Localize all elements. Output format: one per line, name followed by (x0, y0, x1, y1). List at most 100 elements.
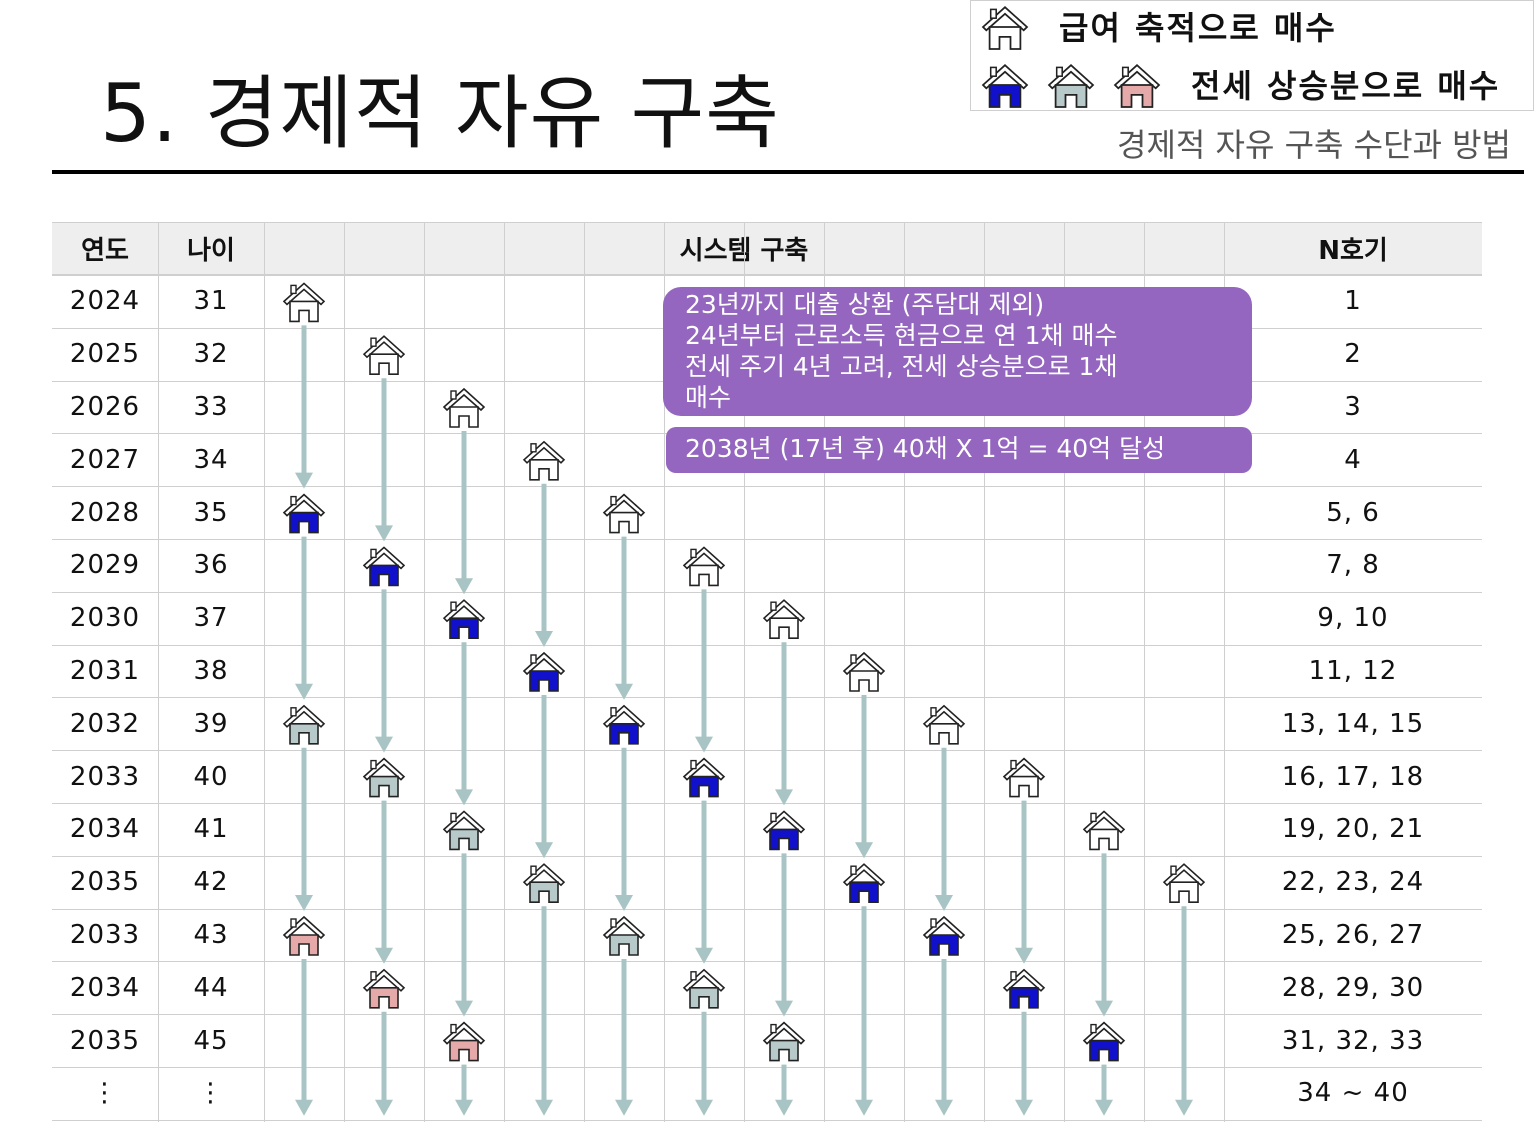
timeline-arrowhead (855, 842, 873, 859)
house-blue-icon (1082, 1021, 1126, 1062)
note-goal: 2038년 (17년 후) 40채 X 1억 = 40억 달성 (666, 427, 1252, 473)
table-cell-year: 2032 (69, 708, 141, 739)
timeline-arrowhead (295, 472, 313, 489)
note-goal-text: 2038년 (17년 후) 40채 X 1억 = 40억 달성 (685, 434, 1166, 463)
table-cell-year: 2029 (69, 550, 141, 581)
house-pink-icon (1113, 64, 1161, 108)
timeline-arrowhead (1015, 947, 1033, 964)
house-blue-icon (522, 651, 566, 692)
house-outline-icon (981, 6, 1029, 50)
house-outline-icon (1002, 757, 1046, 798)
table-cell-n: 16, 17, 18 (1281, 761, 1425, 792)
table-cell-n: 7, 8 (1326, 550, 1380, 581)
house-blue-icon (602, 704, 646, 745)
timeline-arrowhead (375, 525, 393, 542)
grid-vline (584, 222, 585, 1122)
table-cell-age: 33 (193, 391, 229, 422)
house-blue-icon (981, 64, 1029, 108)
table-cell-n: 2 (1344, 339, 1362, 370)
grid-vline (344, 222, 345, 1122)
house-outline-icon (602, 493, 646, 534)
table-cell-n: 25, 26, 27 (1281, 919, 1425, 950)
table-cell-year: 2035 (69, 867, 141, 898)
timeline-arrowhead (535, 1099, 553, 1116)
grid-hline (52, 486, 1482, 488)
timeline-arrowhead (295, 683, 313, 700)
legend-salary-row: 급여 축적으로 매수 (979, 1, 1337, 51)
title-divider (52, 170, 1524, 174)
grid-hline (52, 697, 1482, 699)
table-cell-age: 36 (193, 550, 229, 581)
house-outline-icon (362, 335, 406, 375)
table-header (52, 222, 1482, 275)
timeline-arrowhead (1095, 1000, 1113, 1017)
grid-vline (664, 222, 665, 1122)
table-cell-n: 19, 20, 21 (1281, 814, 1425, 845)
grid-hline (52, 1119, 1482, 1121)
timeline-arrowhead (615, 895, 633, 911)
note-plan: 23년까지 대출 상환 (주담대 제외) 24년부터 근로소득 현금으로 연 1… (663, 287, 1252, 416)
table-cell-n: 4 (1344, 444, 1362, 475)
house-gray-icon (362, 757, 406, 798)
table-cell-year: 2031 (69, 655, 141, 686)
timeline-arrowhead (695, 736, 713, 753)
grid-vline (1064, 222, 1065, 1122)
timeline-arrowhead (375, 947, 393, 964)
house-pink-icon (282, 915, 326, 956)
timeline-arrowhead (1095, 1099, 1113, 1116)
legend-jeonse-label: 전세 상승분으로 매수 (1191, 67, 1501, 105)
table-cell-n: 5, 6 (1326, 497, 1380, 528)
timeline-arrowhead (935, 1099, 953, 1116)
table-cell-year: ⋮ (91, 1078, 119, 1109)
house-pink-icon (442, 1021, 486, 1062)
grid-hline (52, 908, 1482, 910)
grid-vline (824, 222, 825, 1122)
timeline-arrowhead (295, 895, 313, 911)
timeline-arrowhead (615, 683, 633, 700)
timeline-arrowhead (695, 947, 713, 964)
house-blue-icon (842, 863, 886, 904)
house-gray-icon (1047, 64, 1095, 108)
header-age: 나이 (187, 236, 235, 266)
grid-hline (52, 803, 1482, 804)
table-cell-age: 37 (193, 603, 229, 634)
table-cell-age: 38 (193, 655, 229, 686)
schedule-diagram (282, 282, 1206, 1116)
timeline-arrowhead (775, 789, 793, 806)
grid-vline (424, 222, 425, 1122)
table-cell-year: 2027 (69, 444, 141, 475)
table-cell-year: 2030 (69, 603, 141, 634)
table-cell-n: 28, 29, 30 (1281, 972, 1425, 1003)
house-pink-icon (362, 968, 406, 1009)
grid-hline (52, 750, 1482, 752)
house-blue-icon (762, 810, 806, 851)
note-plan-line: 23년까지 대출 상환 (주담대 제외) (685, 290, 1045, 319)
timeline-arrowhead (615, 1099, 633, 1116)
house-blue-icon (1002, 968, 1046, 1009)
grid-hline (52, 644, 1482, 646)
page-title: 5. 경제적 자유 구축 (100, 67, 780, 160)
table-cell-age: 39 (193, 708, 229, 739)
house-outline-icon (682, 546, 726, 587)
grid-hline (52, 275, 1482, 276)
grid-hline (52, 1014, 1482, 1016)
table-cell-year: 2024 (69, 286, 141, 317)
header-year: 연도 (81, 236, 129, 266)
timeline-arrowhead (455, 1000, 473, 1017)
grid-vline (984, 222, 985, 1122)
timeline-arrowhead (375, 1099, 393, 1116)
table-cell-n: 9, 10 (1317, 603, 1389, 634)
house-outline-icon (922, 704, 966, 745)
table-cell-year: 2035 (69, 1025, 141, 1056)
timeline-arrowhead (375, 736, 393, 753)
grid-vline (744, 222, 745, 1122)
grid-hline (52, 222, 1482, 223)
table-cell-n: 3 (1344, 391, 1362, 422)
house-gray-icon (762, 1021, 806, 1062)
house-gray-icon (682, 968, 726, 1009)
grid-hline (52, 961, 1482, 963)
timeline-arrowhead (535, 842, 553, 859)
timeline-arrowhead (775, 1000, 793, 1017)
legend-box: 급여 축적으로 매수 전세 상승분으로 매수 (970, 0, 1534, 111)
table-cell-n: 1 (1344, 286, 1362, 317)
